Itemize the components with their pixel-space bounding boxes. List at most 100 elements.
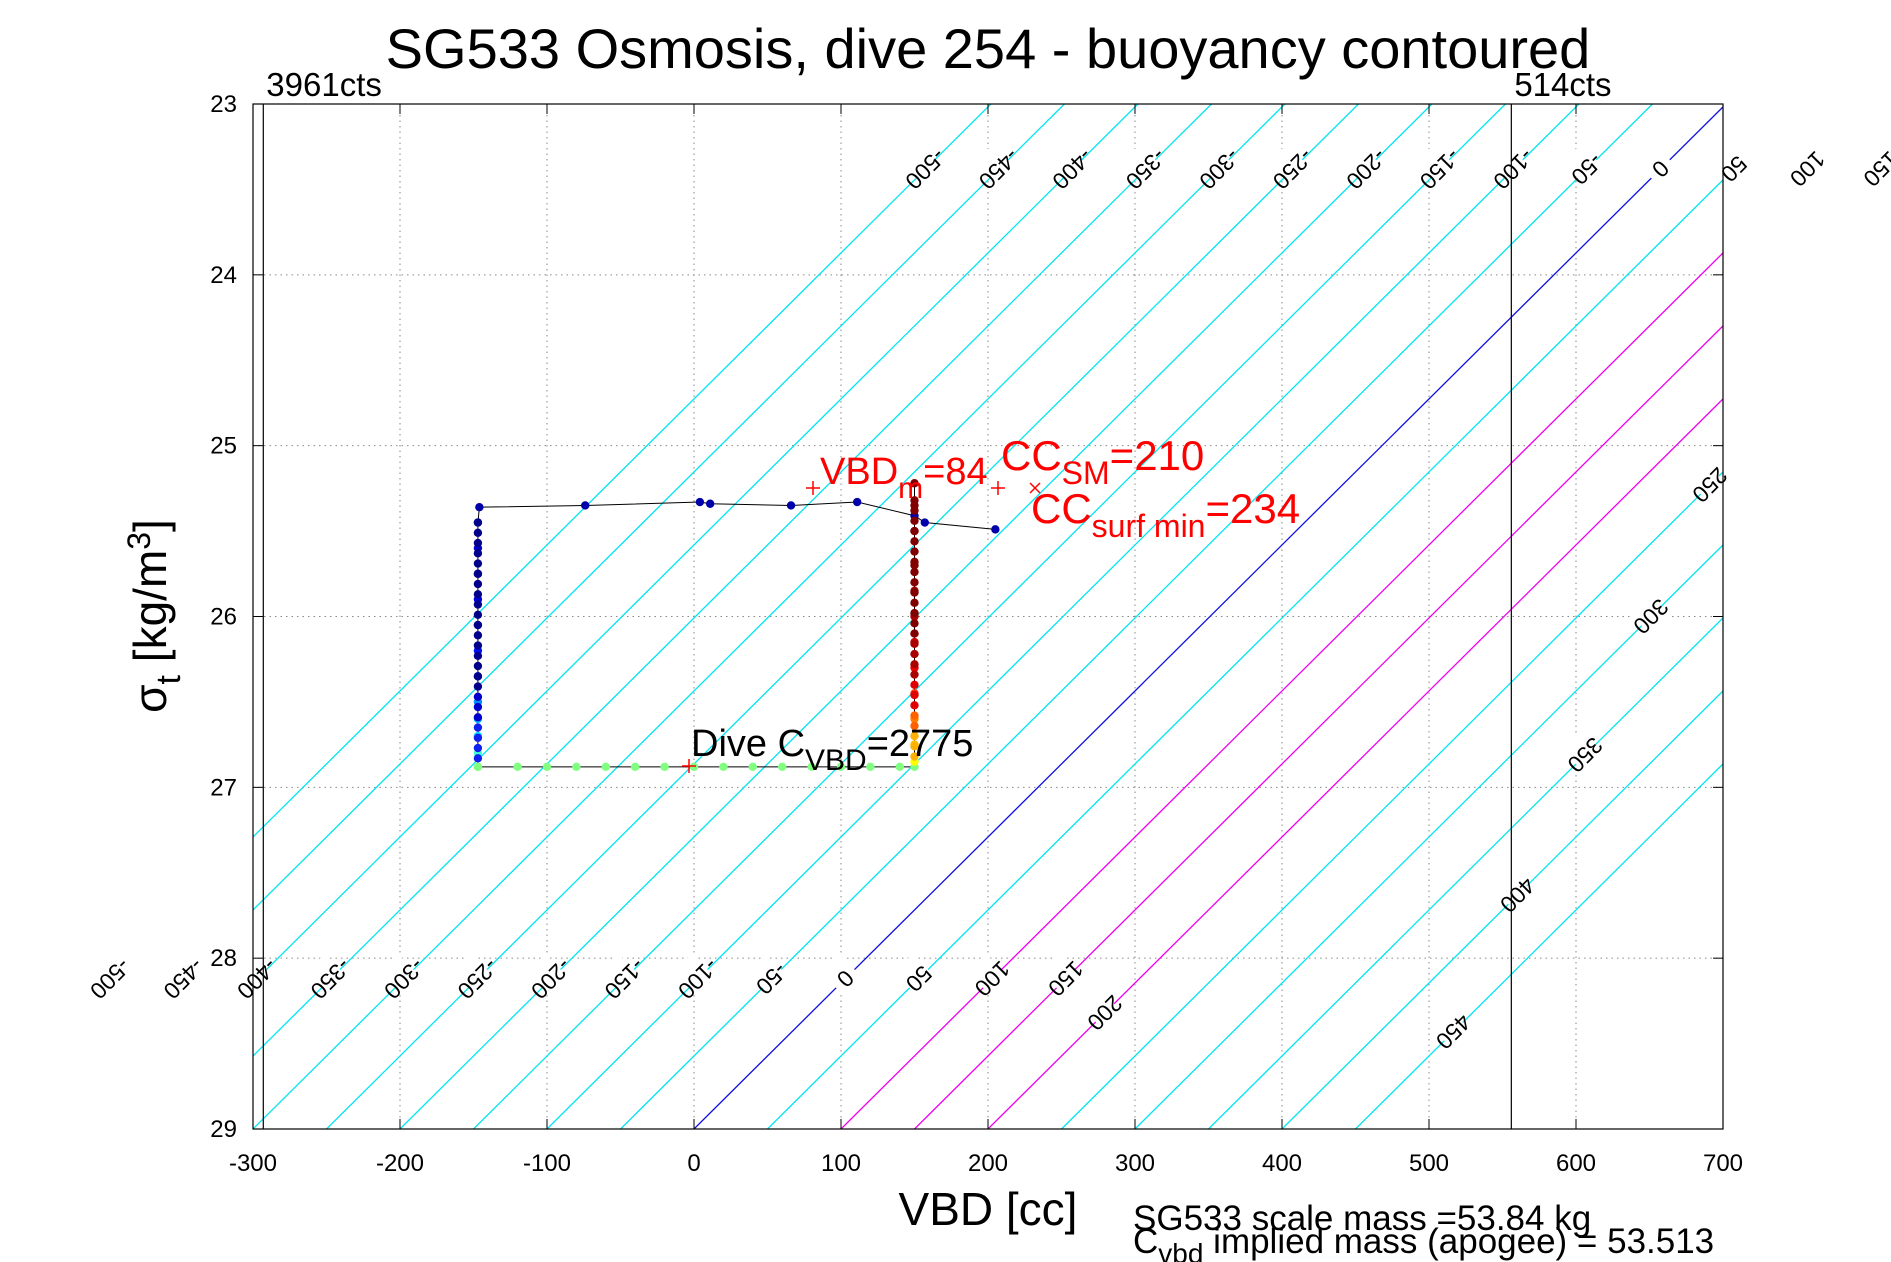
data-point [920,518,929,527]
contour-line-350 [1208,617,1723,1129]
data-point [910,567,919,577]
data-point [473,754,483,763]
contour-label-bg [1194,144,1245,194]
data-point [910,608,919,618]
x-tick-label: 100 [821,1150,861,1177]
contour-label-bg [1488,144,1539,194]
data-point [910,752,919,761]
x-tick-label: 400 [1262,1150,1302,1177]
data-point [778,762,787,772]
data-point [473,743,483,753]
y-axis-label-close: ] [124,519,176,532]
dive-cvbd-marker [682,759,696,773]
contour-label-bg [747,953,797,1004]
y-axis-label-base: σ [124,684,176,712]
data-point [836,762,846,772]
footer-implied-mass: Cvbd implied mass (apogee) = 53.513 [1133,1222,1714,1262]
data-point [473,549,483,558]
data-point [910,578,919,587]
data-point [705,499,715,508]
data-point [866,762,875,772]
contour-labels: -500 -450 -400 -350 -300 -250 -200 -150 -100 -50 0… [85,143,1891,1057]
data-point [475,502,484,512]
y-tick-label: 26 [210,604,237,631]
contour-label: -450 [158,953,209,1004]
vbd-limit-lines: 3961cts 514cts [262,66,1612,1129]
contour-label-bg [232,953,283,1004]
chart-title: SG533 Osmosis, dive 254 - buoyancy conto… [386,17,1591,80]
footer-c-base: C [1133,1222,1158,1261]
contour-label-bg [379,953,430,1004]
data-point [910,680,919,690]
data-point [910,670,919,679]
data-point [473,733,483,742]
vbd-m-sub: m [898,472,923,505]
vbd-limit-label: 3961cts [266,66,382,103]
data-point [910,701,919,710]
y-tick-label: 27 [210,774,237,801]
contour-line--50 [620,104,1653,1129]
data-point [910,639,919,649]
contour-label-bg [306,953,356,1004]
contour-line-400 [1281,690,1723,1129]
x-axis-label: VBD [cc] [899,1183,1078,1235]
contour-label-bg [1341,144,1392,194]
cc-sm-sub: SM [1062,455,1110,491]
data-point [719,762,728,772]
contour-line-450 [1355,763,1723,1129]
data-point [473,610,483,619]
y-axis-label-sub: t [150,674,188,684]
data-point [601,762,610,772]
contour-label-bg [1428,1006,1479,1057]
data-point [473,528,483,537]
data-point [910,588,919,597]
dive-cvbd-annotation: Dive CVBD=2775 [691,723,973,777]
contour-label-bg [1635,144,1686,194]
data-point [695,497,705,507]
contour-label: -500 [85,953,136,1004]
contour-label-bg [1685,460,1735,510]
contour-label-bg [1492,870,1543,920]
data-point [473,569,483,578]
x-tick-label: 500 [1409,1150,1449,1177]
data-point [473,723,483,732]
footer-c-sub: vbd [1158,1238,1203,1262]
cc-sm-base: CC [1001,432,1062,479]
data-point [910,649,919,659]
data-point [660,762,669,772]
data-point [473,702,483,712]
cc-surf-marker [1029,482,1041,494]
data-point [910,598,919,608]
contour-label-bg [1856,144,1891,194]
contour-label-bg [894,953,944,1004]
vbd-limit-label: 514cts [1514,66,1611,103]
data-point [910,721,919,731]
data-point [910,496,919,505]
data-point [473,682,483,691]
cc-surf-base: CC [1031,485,1092,532]
contour-label-bg [974,144,1024,194]
data-point [910,557,919,567]
vbd-m-value: =84 [923,451,987,493]
data-point [786,501,796,510]
vbd-m-base: VBD [820,451,898,493]
contour-line--250 [326,104,1359,1129]
data-point [910,479,919,488]
contour-line-200 [987,398,1723,1129]
contour-label-bg [1562,144,1612,194]
data-point [910,547,919,556]
data-point [473,631,483,640]
data-point [910,742,919,751]
axis-ticks: -300 -200 -100 0 100 200 300 400 500 600 700 23 24 25… [210,91,1743,1177]
contour-label-bg [1560,730,1610,780]
dive-cvbd-prefix: Dive C [691,723,805,765]
contour-label-bg [85,953,136,1004]
contour-label-bg [600,953,650,1004]
data-point [581,501,590,510]
buoyancy-contours [253,104,1723,1129]
contour-line--300 [253,104,1286,1129]
data-point [473,600,483,609]
footer-implied-rest: implied mass (apogee) = 53.513 [1203,1222,1714,1261]
x-tick-label: 200 [968,1150,1008,1177]
